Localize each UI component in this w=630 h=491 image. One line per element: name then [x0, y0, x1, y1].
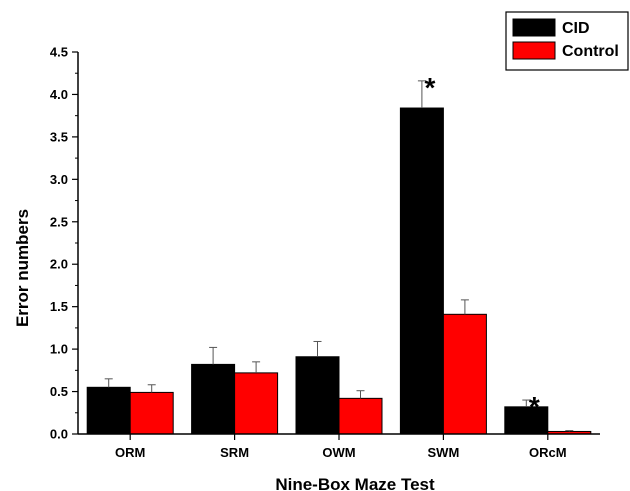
legend-swatch-control	[512, 41, 556, 60]
y-tick-label: 1.0	[50, 342, 68, 357]
bar-cid-orm	[86, 386, 131, 435]
y-tick-label: 2.0	[50, 257, 68, 272]
plot-area: 0.0 0.5 1.0 1.5 2.0 2.5 3.0 3.5 4.0 4.5 ORM SRM OWM S…	[50, 45, 600, 460]
legend-swatch-cid	[512, 18, 556, 37]
y-tick-label: 3.0	[50, 172, 68, 187]
y-tick-label: 3.5	[50, 129, 68, 144]
y-tick-label: 4.0	[50, 87, 68, 102]
x-tick-label: SRM	[220, 445, 249, 460]
y-tick-label: 4.5	[50, 45, 68, 60]
bar-control-swm	[442, 313, 487, 435]
x-tick-label: ORcM	[529, 445, 567, 460]
x-axis-title: Nine-Box Maze Test	[275, 475, 435, 491]
bar-cid-orcm	[504, 406, 549, 435]
x-tick-label: ORM	[115, 445, 145, 460]
significance-star-swm: *	[424, 72, 435, 103]
bar-cid-owm	[295, 356, 340, 435]
significance-star-orcm: *	[529, 391, 540, 422]
x-tick-label: OWM	[322, 445, 355, 460]
bar-cid-swm	[399, 107, 444, 435]
legend-label-cid: CID	[562, 20, 590, 37]
legend-label-control: Control	[562, 43, 619, 60]
x-tick-label: SWM	[428, 445, 460, 460]
y-tick-label: 1.5	[50, 299, 68, 314]
bar-control-srm	[234, 372, 279, 435]
bar-control-orm	[129, 391, 174, 435]
legend: CID Control	[505, 11, 629, 71]
y-tick-label: 0.0	[50, 427, 68, 442]
y-tick-label: 2.5	[50, 214, 68, 229]
y-tick-label: 0.5	[50, 384, 68, 399]
bar-cid-srm	[191, 363, 236, 435]
bar-control-owm	[338, 397, 383, 435]
y-axis-title: Error numbers	[13, 209, 32, 327]
